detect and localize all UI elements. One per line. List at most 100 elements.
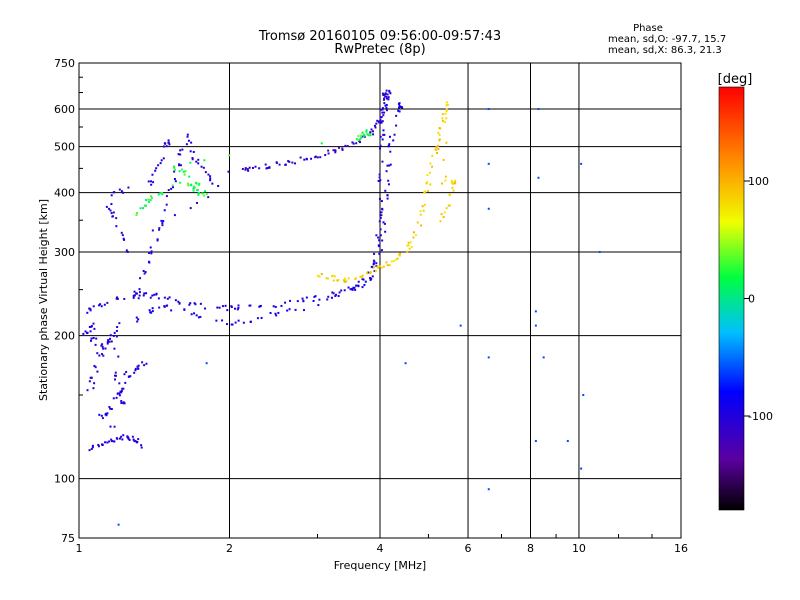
data-point bbox=[445, 101, 448, 104]
data-point bbox=[320, 273, 323, 276]
data-point bbox=[205, 193, 208, 196]
data-point bbox=[136, 365, 139, 368]
data-point bbox=[386, 164, 389, 167]
data-point bbox=[384, 230, 387, 233]
data-point bbox=[107, 339, 110, 342]
data-point bbox=[294, 162, 297, 165]
data-point bbox=[425, 181, 428, 184]
data-point bbox=[357, 139, 360, 142]
data-point bbox=[377, 266, 380, 269]
data-point bbox=[380, 249, 383, 252]
data-point bbox=[147, 200, 150, 203]
data-point bbox=[383, 111, 386, 114]
data-point bbox=[406, 250, 409, 253]
x-axis-label: Frequency [MHz] bbox=[334, 559, 426, 572]
data-point bbox=[197, 193, 200, 196]
data-point bbox=[194, 303, 197, 306]
data-point bbox=[380, 214, 383, 217]
data-point bbox=[537, 108, 540, 111]
phase-stats-o: mean, sd,O: -97.7, 15.7 bbox=[608, 34, 726, 45]
data-point bbox=[120, 231, 123, 234]
data-point bbox=[445, 108, 448, 111]
colorbar-tick-label: -100 bbox=[748, 410, 773, 423]
data-point bbox=[103, 303, 106, 306]
data-point bbox=[395, 258, 398, 261]
data-point bbox=[383, 102, 386, 105]
data-point bbox=[288, 308, 291, 311]
data-point bbox=[388, 143, 391, 146]
y-tick-labels: 75 100 200 300 400 500 600 750 bbox=[54, 57, 75, 545]
data-point bbox=[161, 193, 164, 196]
data-point bbox=[216, 306, 219, 309]
data-point bbox=[156, 239, 159, 242]
data-point bbox=[542, 356, 545, 359]
data-point bbox=[487, 207, 490, 210]
data-point bbox=[204, 171, 207, 174]
data-point bbox=[173, 214, 176, 217]
data-point bbox=[143, 272, 146, 275]
data-point bbox=[448, 204, 451, 207]
data-point bbox=[379, 228, 382, 231]
data-point bbox=[181, 148, 184, 151]
data-point bbox=[386, 264, 389, 267]
data-point bbox=[133, 371, 136, 374]
data-point bbox=[379, 216, 382, 219]
data-point bbox=[82, 332, 85, 335]
data-point bbox=[104, 413, 107, 416]
data-point bbox=[88, 325, 91, 328]
data-point bbox=[190, 183, 193, 186]
data-point bbox=[197, 183, 200, 186]
data-point bbox=[91, 444, 94, 447]
data-point bbox=[379, 144, 382, 147]
data-point bbox=[353, 286, 356, 289]
data-point bbox=[272, 305, 275, 308]
data-point bbox=[136, 441, 139, 444]
data-point bbox=[192, 185, 195, 188]
data-point bbox=[203, 190, 206, 193]
data-point bbox=[108, 337, 111, 340]
data-point bbox=[86, 311, 89, 314]
data-point bbox=[382, 221, 385, 224]
data-point bbox=[94, 366, 97, 369]
x-tick-label: 6 bbox=[465, 542, 472, 555]
data-point bbox=[159, 162, 162, 165]
data-point bbox=[376, 265, 379, 268]
data-point bbox=[437, 148, 440, 151]
data-point bbox=[97, 443, 100, 446]
data-point bbox=[380, 121, 383, 124]
data-point bbox=[381, 239, 384, 242]
data-point bbox=[398, 104, 401, 107]
data-point bbox=[310, 157, 313, 160]
data-point bbox=[215, 319, 218, 322]
data-point bbox=[379, 135, 382, 138]
data-point bbox=[378, 265, 381, 268]
data-point bbox=[534, 310, 537, 313]
data-point bbox=[115, 217, 118, 220]
data-point bbox=[260, 316, 263, 319]
data-point bbox=[582, 394, 585, 397]
data-point bbox=[444, 179, 447, 182]
data-point bbox=[151, 229, 154, 232]
colorbar: [deg] 100 0 -100 bbox=[718, 72, 773, 511]
data-point bbox=[387, 98, 390, 101]
data-point bbox=[93, 364, 96, 367]
data-point bbox=[151, 294, 154, 297]
data-point bbox=[128, 438, 131, 441]
data-point bbox=[342, 279, 345, 282]
data-point bbox=[327, 152, 330, 155]
data-point bbox=[358, 141, 361, 144]
data-point bbox=[444, 121, 447, 124]
data-point bbox=[150, 195, 153, 198]
data-point bbox=[191, 158, 194, 161]
data-point bbox=[274, 305, 277, 308]
data-point bbox=[382, 133, 385, 136]
data-point bbox=[228, 154, 231, 157]
data-point bbox=[349, 288, 352, 291]
data-point bbox=[120, 400, 123, 403]
data-point bbox=[445, 104, 448, 107]
data-point bbox=[251, 166, 254, 169]
data-point bbox=[389, 163, 392, 166]
x-tick-label: 16 bbox=[674, 542, 688, 555]
data-point bbox=[275, 162, 278, 165]
